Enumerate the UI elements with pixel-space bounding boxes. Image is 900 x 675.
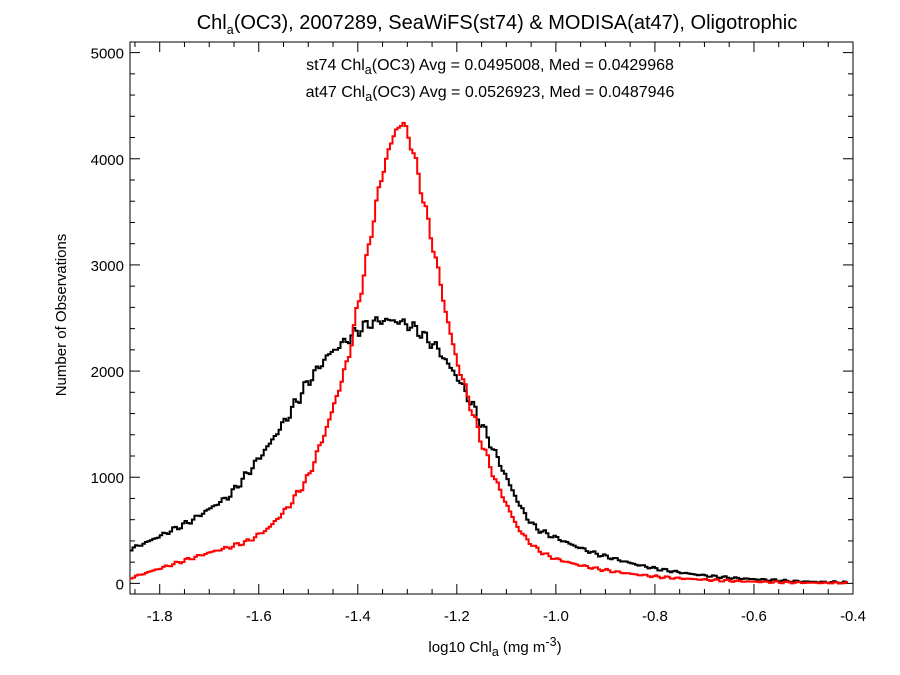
x-tick-label: -0.4 (840, 608, 866, 625)
x-tick-label: -0.6 (741, 608, 767, 625)
chart-title-sub: a (227, 23, 234, 37)
tick-group: -1.8 -1.6 -1.4 -1.2 -1.0 -0.8 -0.6 -0.4 0 1000 200… (91, 42, 866, 625)
annotation-st74-post: (OC3) Avg = 0.0495008, Med = 0.0429968 (372, 57, 674, 74)
x-axis-label-sub: a (492, 645, 499, 659)
annotation-at47-pre: at47 Chl (306, 84, 366, 101)
annotation-at47-post: (OC3) Avg = 0.0526923, Med = 0.0487946 (372, 84, 674, 101)
x-axis-label: log10 Chla (mg m-3) (428, 635, 561, 659)
x-axis-label-sup: -3 (545, 635, 556, 649)
x-tick-label: -1.4 (345, 608, 371, 625)
annotation-st74: st74 Chla(OC3) Avg = 0.0495008, Med = 0.… (306, 57, 674, 77)
x-tick-label: -1.6 (246, 608, 272, 625)
y-axis-label: Number of Observations (53, 234, 70, 397)
y-tick-label: 3000 (91, 258, 124, 275)
x-tick-label: -1.2 (444, 608, 470, 625)
y-tick-label: 5000 (91, 46, 124, 63)
x-tick-label: -1.0 (543, 608, 569, 625)
plot-frame (129, 41, 854, 595)
y-tick-label: 0 (116, 576, 124, 593)
x-axis-label-post: ) (557, 639, 562, 656)
x-axis-label-mid: (mg m (499, 639, 546, 656)
chart-title: Chla(OC3), 2007289, SeaWiFS(st74) & MODI… (197, 12, 798, 37)
annotation-at47: at47 Chla(OC3) Avg = 0.0526923, Med = 0.… (306, 84, 675, 104)
y-tick-label: 4000 (91, 152, 124, 169)
annotation-st74-sub: a (365, 63, 372, 77)
series-group (130, 121, 848, 585)
x-tick-label: -1.8 (147, 608, 173, 625)
chart-title-post: (OC3), 2007289, SeaWiFS(st74) & MODISA(a… (234, 12, 798, 34)
chart-title-pre: Chl (197, 12, 227, 34)
x-tick-label: -0.8 (642, 608, 668, 625)
annotation-st74-pre: st74 Chl (306, 57, 365, 74)
series-line-0 (130, 316, 848, 585)
annotation-at47-sub: a (365, 90, 372, 104)
y-tick-label: 1000 (91, 470, 124, 487)
x-axis-label-pre: log10 Chl (428, 639, 491, 656)
y-tick-label: 2000 (91, 364, 124, 381)
series-line-1 (130, 121, 848, 585)
